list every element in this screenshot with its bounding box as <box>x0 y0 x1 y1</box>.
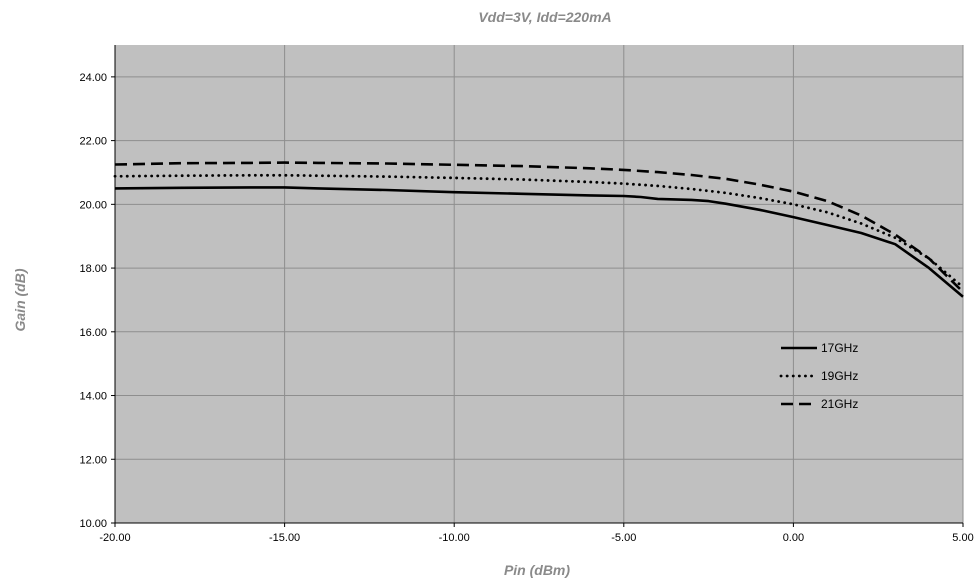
x-tick-label: 0.00 <box>783 532 804 544</box>
y-tick-label: 24.00 <box>79 72 107 84</box>
y-tick-label: 22.00 <box>79 136 107 148</box>
grid-lines <box>115 45 964 523</box>
x-tick-label: 5.00 <box>952 532 973 544</box>
y-tick-label: 18.00 <box>79 263 107 275</box>
x-axis-label: Pin (dBm) <box>504 562 570 578</box>
x-tick-label: -10.00 <box>439 532 470 544</box>
chart-title: Vdd=3V, Idd=220mA <box>478 9 611 25</box>
y-axis-label: Gain (dB) <box>12 268 28 331</box>
legend-label-21ghz: 21GHz <box>821 397 858 411</box>
x-tick-label: -20.00 <box>99 532 130 544</box>
y-tick-label: 20.00 <box>79 199 107 211</box>
series-line-17ghz <box>114 186 964 298</box>
y-tick-label: 14.00 <box>79 391 107 403</box>
y-tick-label: 12.00 <box>79 454 107 466</box>
x-tick-label: -5.00 <box>611 532 636 544</box>
legend-label-19ghz: 19GHz <box>821 369 858 383</box>
series-line-19ghz <box>113 173 965 289</box>
plot-area <box>115 45 963 523</box>
y-tick-label: 16.00 <box>79 327 107 339</box>
series-line-21ghz <box>114 161 964 293</box>
x-tick-label: -15.00 <box>269 532 300 544</box>
x-tick-labels: -20.00 -15.00 -10.00 -5.00 0.00 5.00 <box>99 532 973 544</box>
legend-label-17ghz: 17GHz <box>821 341 858 355</box>
series-lines <box>113 161 965 298</box>
axes <box>111 45 964 527</box>
y-tick-label: 10.00 <box>79 518 107 530</box>
y-tick-labels: 10.00 12.00 14.00 16.00 18.00 20.00 22.00 24.00 <box>79 72 107 530</box>
legend: 17GHz 19GHz 21GHz <box>779 341 858 411</box>
